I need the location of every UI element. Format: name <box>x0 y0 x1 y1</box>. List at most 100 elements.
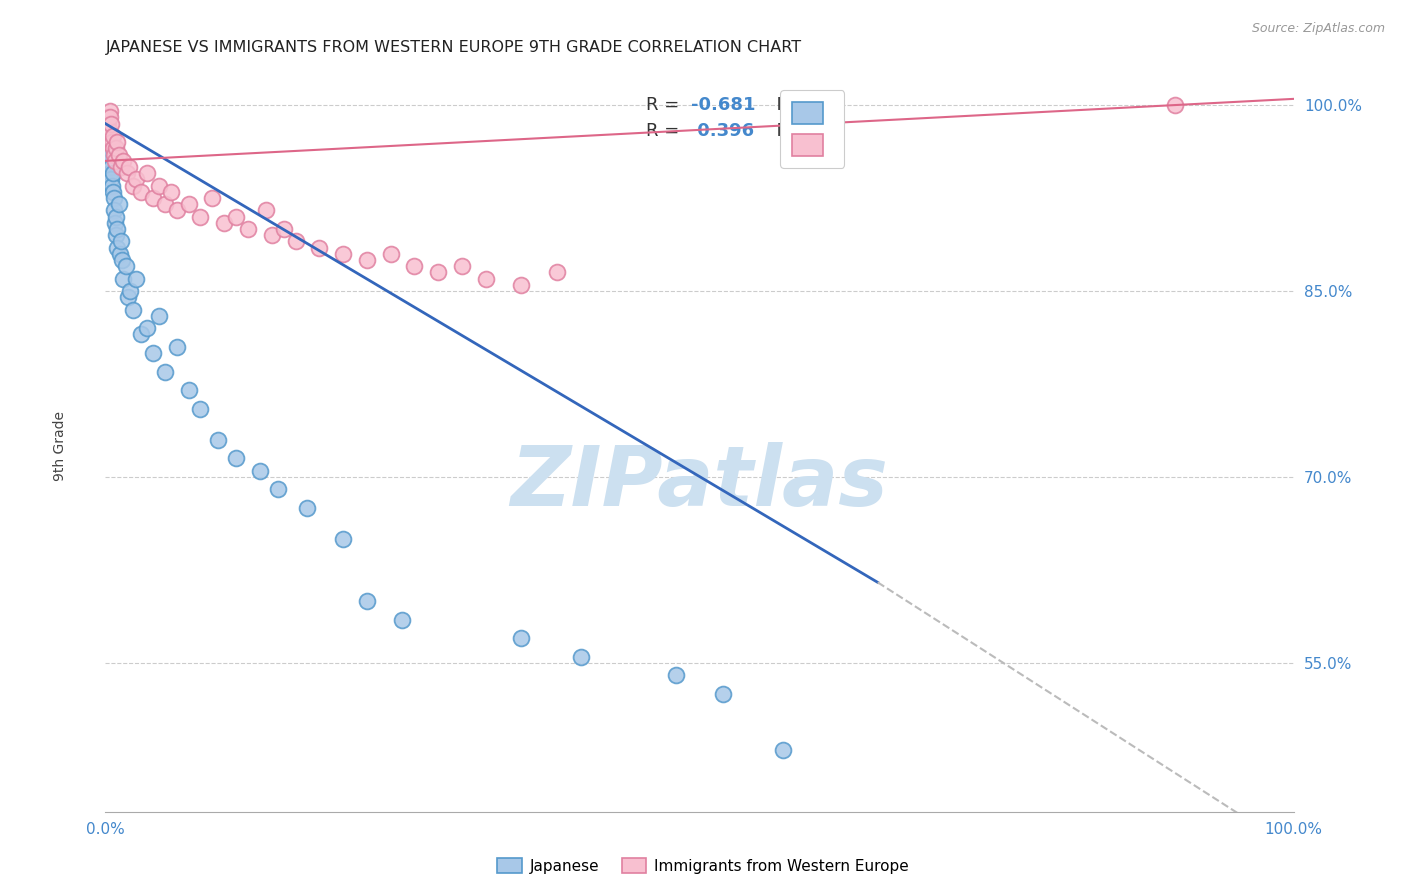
Point <box>148 178 170 193</box>
Point <box>115 166 138 180</box>
Point <box>136 321 159 335</box>
Point <box>546 265 568 279</box>
Point <box>118 160 141 174</box>
Point <box>104 153 127 168</box>
Point <box>112 153 135 168</box>
Point <box>114 259 136 273</box>
Point <box>110 235 132 249</box>
Point <box>98 166 121 180</box>
Point <box>96 111 118 125</box>
Point <box>153 197 176 211</box>
Point <box>267 483 290 497</box>
Point <box>142 346 165 360</box>
Point <box>121 302 143 317</box>
Point <box>107 147 129 161</box>
Point <box>190 401 212 416</box>
Point <box>474 271 496 285</box>
Point <box>98 147 121 161</box>
Point <box>105 135 128 149</box>
Point <box>260 228 283 243</box>
Text: N =: N = <box>765 122 817 140</box>
Point <box>404 259 426 273</box>
Point <box>356 594 378 608</box>
Point <box>569 649 592 664</box>
Point <box>120 284 142 298</box>
Text: JAPANESE VS IMMIGRANTS FROM WESTERN EUROPE 9TH GRADE CORRELATION CHART: JAPANESE VS IMMIGRANTS FROM WESTERN EURO… <box>105 40 801 55</box>
Point <box>177 383 200 397</box>
Point <box>100 117 122 131</box>
Point <box>101 129 124 144</box>
Point <box>100 160 122 174</box>
Point <box>129 327 152 342</box>
Point <box>125 172 148 186</box>
Point <box>510 631 533 645</box>
Point <box>177 197 200 211</box>
Point <box>284 235 307 249</box>
Point <box>108 247 131 261</box>
Point <box>201 191 224 205</box>
Text: Source: ZipAtlas.com: Source: ZipAtlas.com <box>1251 22 1385 36</box>
Text: R =: R = <box>645 122 685 140</box>
Point <box>98 135 121 149</box>
Point <box>190 210 212 224</box>
Point <box>101 178 124 193</box>
Point <box>136 166 159 180</box>
Point <box>103 191 125 205</box>
Point <box>94 123 117 137</box>
Point <box>97 135 120 149</box>
Point <box>297 500 319 515</box>
Point <box>129 185 152 199</box>
Point <box>100 172 122 186</box>
Point <box>236 222 259 236</box>
Point <box>101 185 124 199</box>
Text: 9th Grade: 9th Grade <box>53 411 67 481</box>
Point <box>101 141 124 155</box>
Point <box>96 147 118 161</box>
Point <box>96 129 118 144</box>
Point <box>103 203 125 218</box>
Point <box>249 464 271 478</box>
Point <box>214 216 236 230</box>
Point <box>772 743 794 757</box>
Legend: Japanese, Immigrants from Western Europe: Japanese, Immigrants from Western Europe <box>491 852 915 880</box>
Point <box>104 210 127 224</box>
Point <box>308 241 330 255</box>
Point <box>105 241 128 255</box>
Point <box>107 197 129 211</box>
Point <box>207 433 229 447</box>
Legend: , : , <box>780 90 845 168</box>
Point <box>225 451 247 466</box>
Text: ZIPatlas: ZIPatlas <box>510 442 889 523</box>
Point <box>97 141 120 155</box>
Point <box>98 111 121 125</box>
Text: 50: 50 <box>818 96 844 114</box>
Point <box>121 178 143 193</box>
Point <box>391 613 413 627</box>
Point <box>510 277 533 292</box>
Point <box>254 203 277 218</box>
Text: 0.396: 0.396 <box>692 122 754 140</box>
Point <box>665 668 688 682</box>
Point <box>105 228 128 243</box>
Point <box>112 271 135 285</box>
Point <box>98 123 121 137</box>
Point <box>332 532 354 546</box>
Point <box>1164 98 1187 112</box>
Point <box>427 265 450 279</box>
Text: R =: R = <box>645 96 685 114</box>
Point <box>104 216 127 230</box>
Point <box>97 117 120 131</box>
Point <box>142 191 165 205</box>
Point <box>105 222 128 236</box>
Point <box>273 222 295 236</box>
Text: N =: N = <box>765 96 817 114</box>
Point <box>332 247 354 261</box>
Point <box>103 147 125 161</box>
Text: -0.681: -0.681 <box>692 96 755 114</box>
Point <box>97 153 120 168</box>
Point <box>450 259 472 273</box>
Point <box>105 141 128 155</box>
Point <box>117 290 139 304</box>
Point <box>148 309 170 323</box>
Point <box>153 365 176 379</box>
